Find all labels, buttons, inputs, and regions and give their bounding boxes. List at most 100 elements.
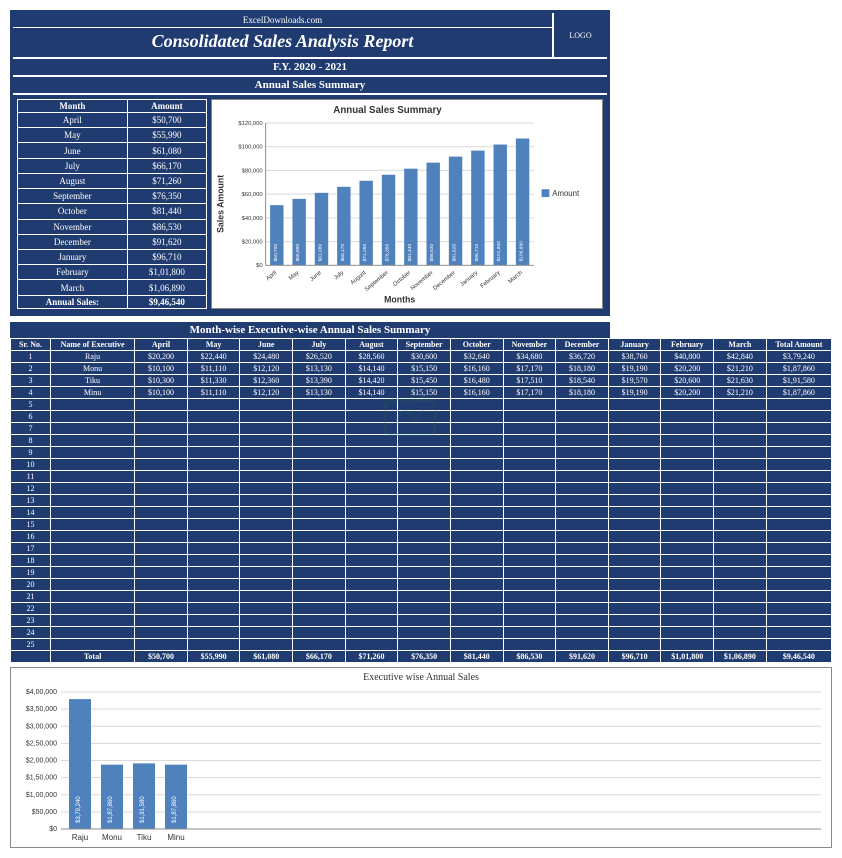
table-cell: $12,120 — [240, 362, 293, 374]
svg-text:March: March — [508, 270, 524, 285]
table-cell: $40,800 — [661, 350, 714, 362]
svg-text:$80,000: $80,000 — [242, 168, 264, 174]
svg-text:$71,260: $71,260 — [362, 244, 368, 262]
amount-cell: $76,350 — [127, 189, 206, 204]
table-cell: $19,190 — [608, 386, 661, 398]
svg-text:$3,50,000: $3,50,000 — [26, 706, 57, 713]
detail-header: January — [608, 338, 661, 350]
table-cell: $28,560 — [345, 350, 398, 362]
svg-text:$1,00,000: $1,00,000 — [26, 792, 57, 799]
table-cell: $15,450 — [398, 374, 451, 386]
table-cell: $21,630 — [714, 374, 767, 386]
total-cell: Total — [50, 650, 134, 662]
month-cell: October — [18, 204, 128, 219]
svg-text:November: November — [410, 270, 435, 292]
table-cell: $30,600 — [398, 350, 451, 362]
table-cell: $11,110 — [187, 362, 240, 374]
detail-header: March — [714, 338, 767, 350]
table-cell: $24,480 — [240, 350, 293, 362]
amount-cell: $91,620 — [127, 234, 206, 249]
table-cell: $38,760 — [608, 350, 661, 362]
month-cell: February — [18, 265, 128, 280]
amount-cell: $71,260 — [127, 173, 206, 188]
svg-text:April: April — [265, 270, 278, 282]
month-cell: December — [18, 234, 128, 249]
table-cell: $1,91,580 — [766, 374, 831, 386]
table-cell: $32,640 — [450, 350, 503, 362]
report-title: Consolidated Sales Analysis Report — [13, 28, 552, 57]
svg-text:$3,79,240: $3,79,240 — [76, 795, 82, 822]
total-cell: $66,170 — [293, 650, 346, 662]
total-cell: $9,46,540 — [766, 650, 831, 662]
svg-text:$61,080: $61,080 — [317, 244, 323, 262]
detail-header: April — [135, 338, 188, 350]
month-cell: January — [18, 249, 128, 264]
annual-summary-table: Month Amount April$50,700May$55,990June$… — [17, 99, 207, 309]
table-cell: $14,140 — [345, 362, 398, 374]
svg-text:Amount: Amount — [552, 189, 580, 198]
table-cell: $18,540 — [556, 374, 609, 386]
month-cell: November — [18, 219, 128, 234]
svg-text:Tiku: Tiku — [137, 833, 152, 842]
month-cell: September — [18, 189, 128, 204]
svg-text:$81,440: $81,440 — [407, 244, 413, 262]
table-cell: $10,100 — [135, 362, 188, 374]
table-cell: $21,210 — [714, 362, 767, 374]
total-cell: $1,06,890 — [714, 650, 767, 662]
detail-title: Month-wise Executive-wise Annual Sales S… — [10, 322, 610, 338]
exec-chart-title: Executive wise Annual Sales — [11, 668, 831, 687]
svg-text:Raju: Raju — [72, 833, 88, 842]
svg-text:$1,87,860: $1,87,860 — [108, 795, 114, 822]
table-cell: $12,360 — [240, 374, 293, 386]
site-label: ExcelDownloads.com — [13, 13, 552, 28]
svg-text:$1,87,860: $1,87,860 — [172, 795, 178, 822]
detail-header: October — [450, 338, 503, 350]
amount-cell: $61,080 — [127, 143, 206, 158]
detail-header: Total Amount — [766, 338, 831, 350]
table-cell: $12,120 — [240, 386, 293, 398]
month-cell: April — [18, 113, 128, 128]
table-cell: $18,180 — [556, 386, 609, 398]
col-month: Month — [18, 100, 128, 113]
table-cell: $20,200 — [661, 386, 714, 398]
detail-header: February — [661, 338, 714, 350]
total-cell: $81,440 — [450, 650, 503, 662]
amount-cell: $1,06,890 — [127, 280, 206, 295]
table-cell: $14,420 — [345, 374, 398, 386]
table-cell: $20,200 — [661, 362, 714, 374]
total-cell: $55,990 — [187, 650, 240, 662]
svg-text:$50,700: $50,700 — [273, 244, 279, 262]
table-cell: $16,480 — [450, 374, 503, 386]
svg-text:$96,710: $96,710 — [474, 244, 480, 262]
table-cell: $11,330 — [187, 374, 240, 386]
table-cell: $14,140 — [345, 386, 398, 398]
amount-cell: $55,990 — [127, 128, 206, 143]
table-cell: $26,520 — [293, 350, 346, 362]
total-cell: $1,01,800 — [661, 650, 714, 662]
svg-text:$40,000: $40,000 — [242, 216, 264, 222]
table-cell: $10,100 — [135, 386, 188, 398]
total-cell: $61,080 — [240, 650, 293, 662]
table-cell: $10,300 — [135, 374, 188, 386]
fiscal-year: F.Y. 2020 - 2021 — [13, 57, 607, 75]
svg-text:$0: $0 — [256, 263, 263, 269]
svg-text:$50,000: $50,000 — [32, 809, 57, 816]
table-cell: $17,170 — [503, 362, 556, 374]
svg-text:$86,530: $86,530 — [429, 244, 435, 262]
detail-header: May — [187, 338, 240, 350]
svg-text:$2,50,000: $2,50,000 — [26, 740, 57, 747]
annual-total-amount: $9,46,540 — [127, 295, 206, 308]
svg-text:$2,00,000: $2,00,000 — [26, 757, 57, 764]
svg-text:Minu: Minu — [167, 833, 184, 842]
total-cell: $76,350 — [398, 650, 451, 662]
svg-text:$0: $0 — [49, 826, 57, 833]
month-cell: May — [18, 128, 128, 143]
table-cell: $11,110 — [187, 386, 240, 398]
table-cell: $22,440 — [187, 350, 240, 362]
svg-text:Annual Sales Summary: Annual Sales Summary — [333, 105, 442, 116]
table-cell: $16,160 — [450, 362, 503, 374]
detail-header: July — [293, 338, 346, 350]
svg-text:$60,000: $60,000 — [242, 192, 264, 198]
table-cell: $19,190 — [608, 362, 661, 374]
table-cell: $1,87,860 — [766, 362, 831, 374]
